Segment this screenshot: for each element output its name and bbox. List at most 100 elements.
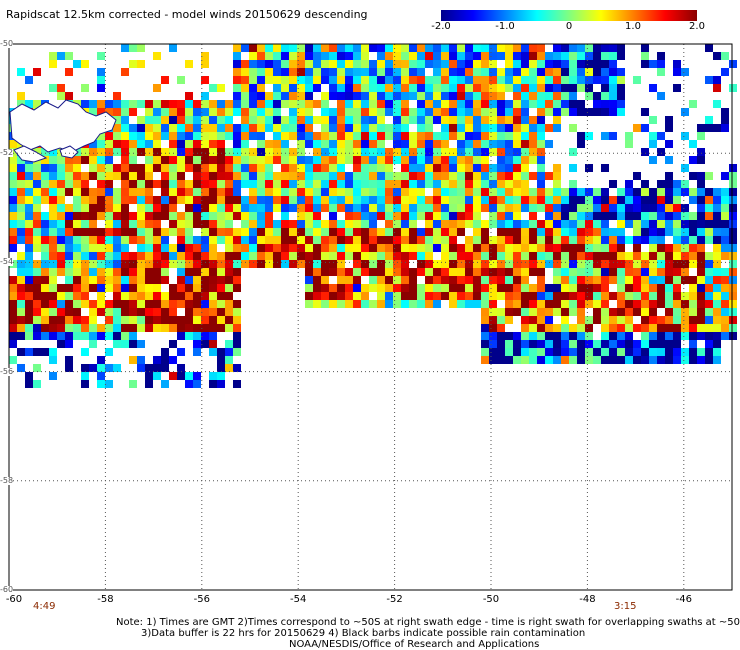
wind-cell: [641, 148, 649, 156]
wind-cell: [489, 236, 497, 244]
wind-cell: [105, 180, 113, 188]
wind-cell: [25, 252, 33, 260]
wind-cell: [489, 316, 497, 324]
wind-cell: [145, 380, 153, 388]
wind-cell: [241, 172, 249, 180]
wind-cell: [521, 228, 529, 236]
wind-cell: [153, 52, 161, 60]
wind-cell: [305, 76, 313, 84]
wind-cell: [401, 76, 409, 84]
wind-cell: [481, 140, 489, 148]
wind-cell: [337, 148, 345, 156]
wind-cell: [577, 84, 585, 92]
wind-cell: [393, 44, 401, 52]
wind-cell: [281, 44, 289, 52]
wind-cell: [353, 140, 361, 148]
wind-cell: [577, 300, 585, 308]
wind-cell: [329, 212, 337, 220]
wind-cell: [601, 84, 609, 92]
wind-cell: [521, 348, 529, 356]
wind-cell: [17, 68, 25, 76]
wind-cell: [481, 180, 489, 188]
wind-cell: [577, 356, 585, 364]
wind-cell: [481, 228, 489, 236]
wind-cell: [81, 372, 89, 380]
wind-cell: [25, 196, 33, 204]
wind-cell: [9, 308, 17, 316]
wind-cell: [361, 212, 369, 220]
wind-cell: [425, 292, 433, 300]
wind-cell: [417, 212, 425, 220]
wind-cell: [225, 340, 233, 348]
wind-cell: [705, 276, 713, 284]
wind-cell: [65, 252, 73, 260]
wind-cell: [241, 60, 249, 68]
wind-cell: [121, 228, 129, 236]
wind-cell: [377, 92, 385, 100]
wind-cell: [25, 372, 33, 380]
wind-cell: [601, 284, 609, 292]
wind-cell: [433, 180, 441, 188]
wind-cell: [145, 276, 153, 284]
wind-cell: [561, 292, 569, 300]
wind-cell: [449, 220, 457, 228]
wind-cell: [201, 116, 209, 124]
wind-cell: [145, 300, 153, 308]
wind-cell: [73, 300, 81, 308]
wind-cell: [329, 76, 337, 84]
wind-cell: [705, 196, 713, 204]
wind-cell: [601, 44, 609, 52]
wind-cell: [473, 100, 481, 108]
wind-cell: [561, 44, 569, 52]
wind-cell: [257, 84, 265, 92]
wind-cell: [81, 60, 89, 68]
wind-cell: [233, 84, 241, 92]
wind-cell: [689, 236, 697, 244]
wind-cell: [345, 68, 353, 76]
wind-cell: [321, 44, 329, 52]
wind-cell: [257, 180, 265, 188]
wind-cell: [545, 100, 553, 108]
wind-cell: [521, 108, 529, 116]
wind-cell: [657, 268, 665, 276]
wind-cell: [89, 308, 97, 316]
wind-cell: [401, 164, 409, 172]
wind-cell: [329, 44, 337, 52]
wind-cell: [697, 204, 705, 212]
wind-cell: [545, 84, 553, 92]
wind-cell: [457, 148, 465, 156]
wind-cell: [665, 172, 673, 180]
wind-cell: [105, 204, 113, 212]
wind-cell: [705, 324, 713, 332]
wind-cell: [153, 220, 161, 228]
wind-cell: [105, 348, 113, 356]
wind-cell: [625, 324, 633, 332]
wind-cell: [169, 228, 177, 236]
wind-cell: [593, 292, 601, 300]
wind-cell: [473, 204, 481, 212]
wind-cell: [649, 236, 657, 244]
wind-cell: [289, 108, 297, 116]
wind-cell: [377, 44, 385, 52]
colorbar-tick-label: -2.0: [431, 21, 451, 32]
wind-cell: [177, 100, 185, 108]
wind-cell: [609, 92, 617, 100]
wind-cell: [385, 212, 393, 220]
wind-cell: [193, 292, 201, 300]
wind-cell: [297, 44, 305, 52]
wind-cell: [49, 212, 57, 220]
wind-cell: [89, 188, 97, 196]
wind-cell: [649, 244, 657, 252]
wind-cell: [697, 356, 705, 364]
wind-cell: [569, 332, 577, 340]
wind-cell: [577, 220, 585, 228]
wind-cell: [49, 236, 57, 244]
wind-cell: [449, 156, 457, 164]
wind-cell: [265, 196, 273, 204]
wind-cell: [473, 44, 481, 52]
wind-cell: [433, 196, 441, 204]
wind-cell: [481, 260, 489, 268]
wind-cell: [505, 340, 513, 348]
wind-cell: [449, 292, 457, 300]
wind-cell: [441, 76, 449, 84]
